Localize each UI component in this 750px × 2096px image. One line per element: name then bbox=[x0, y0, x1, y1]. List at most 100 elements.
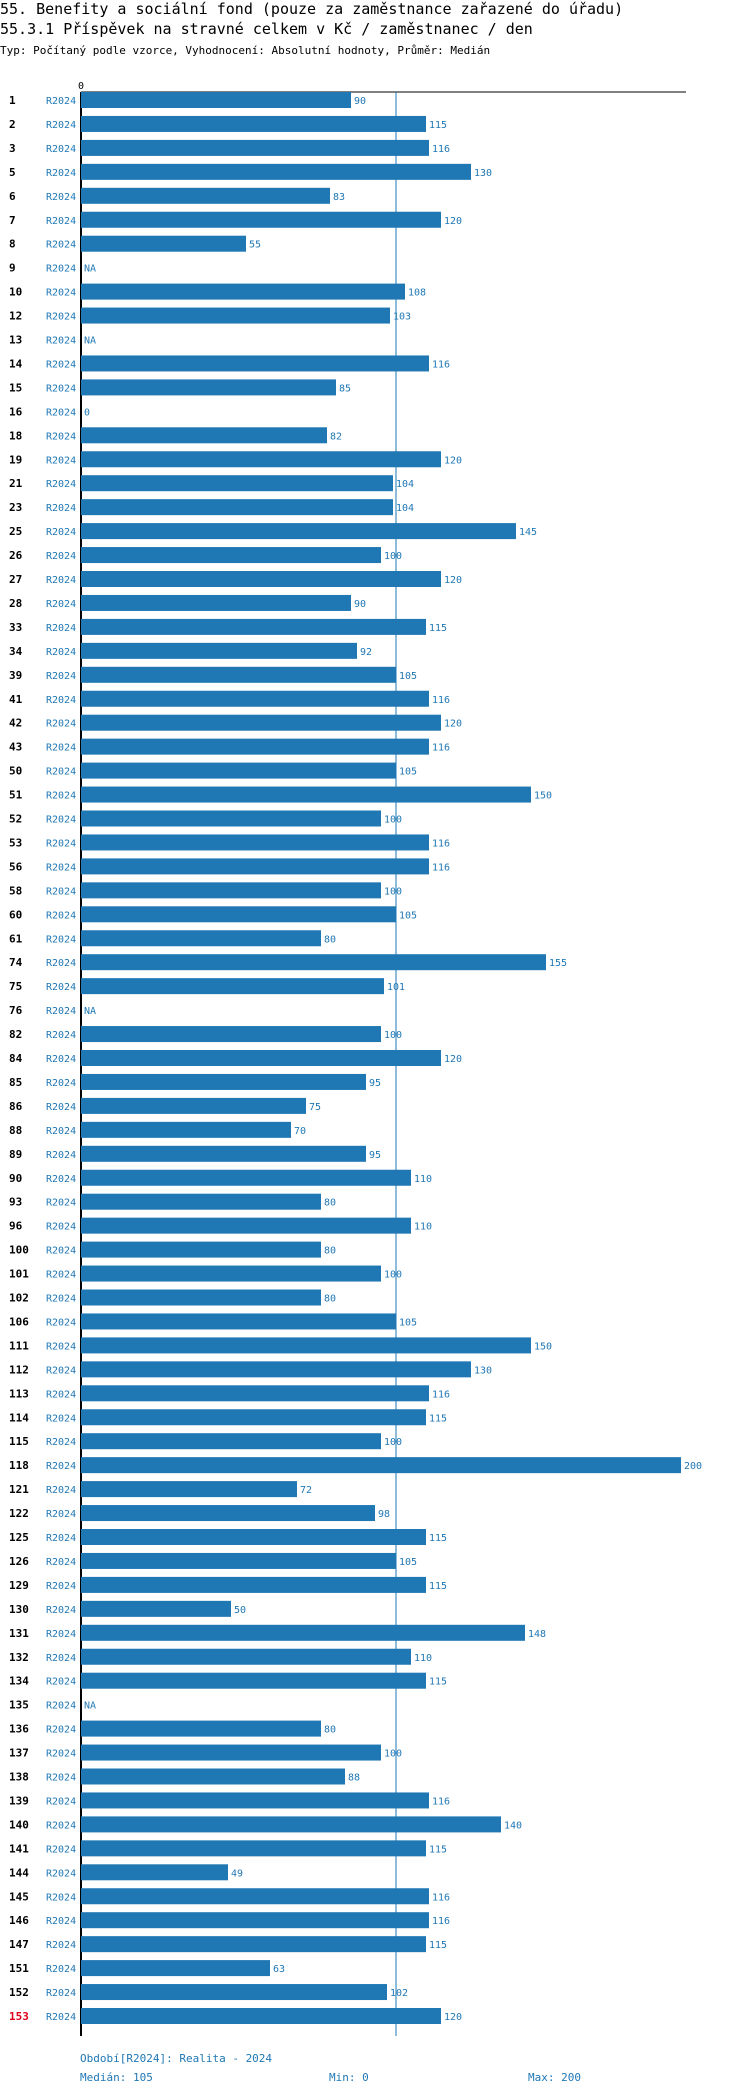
bar bbox=[81, 283, 405, 300]
series-label: R2024 bbox=[46, 1078, 76, 1089]
x-axis-zero-label: 0 bbox=[78, 81, 84, 92]
series-label: R2024 bbox=[46, 312, 76, 323]
category-label: 88 bbox=[9, 1124, 22, 1137]
bar bbox=[81, 1241, 321, 1258]
series-label: R2024 bbox=[46, 288, 76, 299]
data-label: 115 bbox=[429, 1581, 447, 1592]
category-label: 106 bbox=[9, 1315, 29, 1328]
category-label: 18 bbox=[9, 429, 22, 442]
bar bbox=[81, 451, 441, 468]
bar bbox=[81, 235, 246, 252]
series-label: R2024 bbox=[46, 1509, 76, 1520]
data-label: 82 bbox=[330, 431, 342, 442]
series-label: R2024 bbox=[46, 551, 76, 562]
series-label: R2024 bbox=[46, 1413, 76, 1424]
data-label: 95 bbox=[369, 1078, 381, 1089]
data-label: 116 bbox=[432, 1916, 450, 1927]
series-label: R2024 bbox=[46, 575, 76, 586]
category-label: 61 bbox=[9, 932, 23, 945]
bar bbox=[81, 355, 429, 372]
bar bbox=[81, 1217, 411, 1234]
category-label: 147 bbox=[9, 1938, 29, 1951]
bar bbox=[81, 379, 336, 396]
bar bbox=[81, 1409, 426, 1426]
bar bbox=[81, 187, 330, 204]
bar bbox=[81, 1481, 297, 1498]
bar bbox=[81, 1552, 396, 1569]
bar bbox=[81, 571, 441, 587]
series-label: R2024 bbox=[46, 1365, 76, 1376]
category-label: 90 bbox=[9, 1172, 22, 1185]
data-label: 116 bbox=[432, 1892, 450, 1903]
data-label: 88 bbox=[348, 1773, 360, 1784]
series-label: R2024 bbox=[46, 719, 76, 730]
bar bbox=[81, 1026, 381, 1043]
bar bbox=[81, 1265, 381, 1282]
bar bbox=[81, 1624, 525, 1641]
bar bbox=[81, 954, 546, 971]
data-label: 105 bbox=[399, 1317, 417, 1328]
data-label: 80 bbox=[324, 1198, 336, 1209]
series-label: R2024 bbox=[46, 1749, 76, 1760]
series-label: R2024 bbox=[46, 838, 76, 849]
data-label: 148 bbox=[528, 1629, 546, 1640]
data-label: 55 bbox=[249, 240, 261, 251]
bar bbox=[81, 690, 429, 707]
data-label: 115 bbox=[429, 1940, 447, 1951]
series-label: R2024 bbox=[46, 1605, 76, 1616]
series-label: R2024 bbox=[46, 431, 76, 442]
data-label: 49 bbox=[231, 1868, 243, 1879]
series-label: R2024 bbox=[46, 791, 76, 802]
category-label: 144 bbox=[9, 1866, 29, 1879]
series-label: R2024 bbox=[46, 407, 76, 418]
category-label: 135 bbox=[9, 1699, 29, 1712]
category-label: 53 bbox=[9, 836, 22, 849]
data-label: 100 bbox=[384, 886, 402, 897]
series-label: R2024 bbox=[46, 1174, 76, 1185]
series-label: R2024 bbox=[46, 1437, 76, 1448]
series-label: R2024 bbox=[46, 1868, 76, 1879]
category-label: 153 bbox=[9, 2010, 29, 2023]
category-label: 27 bbox=[9, 573, 22, 586]
series-label: R2024 bbox=[46, 1701, 76, 1712]
data-label: 145 bbox=[519, 527, 537, 538]
category-label: 84 bbox=[9, 1052, 23, 1065]
data-label: 110 bbox=[414, 1222, 432, 1233]
series-label: R2024 bbox=[46, 240, 76, 251]
category-label: 34 bbox=[9, 645, 23, 658]
bar bbox=[81, 1433, 381, 1450]
series-label: R2024 bbox=[46, 934, 76, 945]
bar bbox=[81, 427, 327, 444]
series-label: R2024 bbox=[46, 383, 76, 394]
category-label: 8 bbox=[9, 238, 16, 251]
series-label: R2024 bbox=[46, 120, 76, 131]
bar bbox=[81, 1936, 426, 1953]
category-label: 118 bbox=[9, 1459, 29, 1472]
data-label: 104 bbox=[396, 503, 414, 514]
data-label: 115 bbox=[429, 1677, 447, 1688]
data-label: 70 bbox=[294, 1126, 306, 1137]
category-label: 145 bbox=[9, 1890, 29, 1903]
data-label: 80 bbox=[324, 934, 336, 945]
series-label: R2024 bbox=[46, 671, 76, 682]
category-label: 113 bbox=[9, 1387, 29, 1400]
category-label: 93 bbox=[9, 1196, 22, 1209]
category-label: 115 bbox=[9, 1435, 29, 1448]
data-label: 90 bbox=[354, 599, 366, 610]
category-label: 85 bbox=[9, 1076, 22, 1089]
data-label: 98 bbox=[378, 1509, 390, 1520]
category-label: 125 bbox=[9, 1531, 29, 1544]
footer-max: Max: 200 bbox=[528, 2071, 581, 2084]
series-label: R2024 bbox=[46, 599, 76, 610]
category-label: 25 bbox=[9, 525, 22, 538]
series-label: R2024 bbox=[46, 1677, 76, 1688]
bar bbox=[81, 523, 516, 540]
category-label: 19 bbox=[9, 453, 22, 466]
bar bbox=[81, 547, 381, 564]
series-label: R2024 bbox=[46, 1533, 76, 1544]
data-label: 150 bbox=[534, 791, 552, 802]
series-label: R2024 bbox=[46, 695, 76, 706]
data-label: 116 bbox=[432, 144, 450, 155]
series-label: R2024 bbox=[46, 910, 76, 921]
data-label: 90 bbox=[354, 96, 366, 107]
